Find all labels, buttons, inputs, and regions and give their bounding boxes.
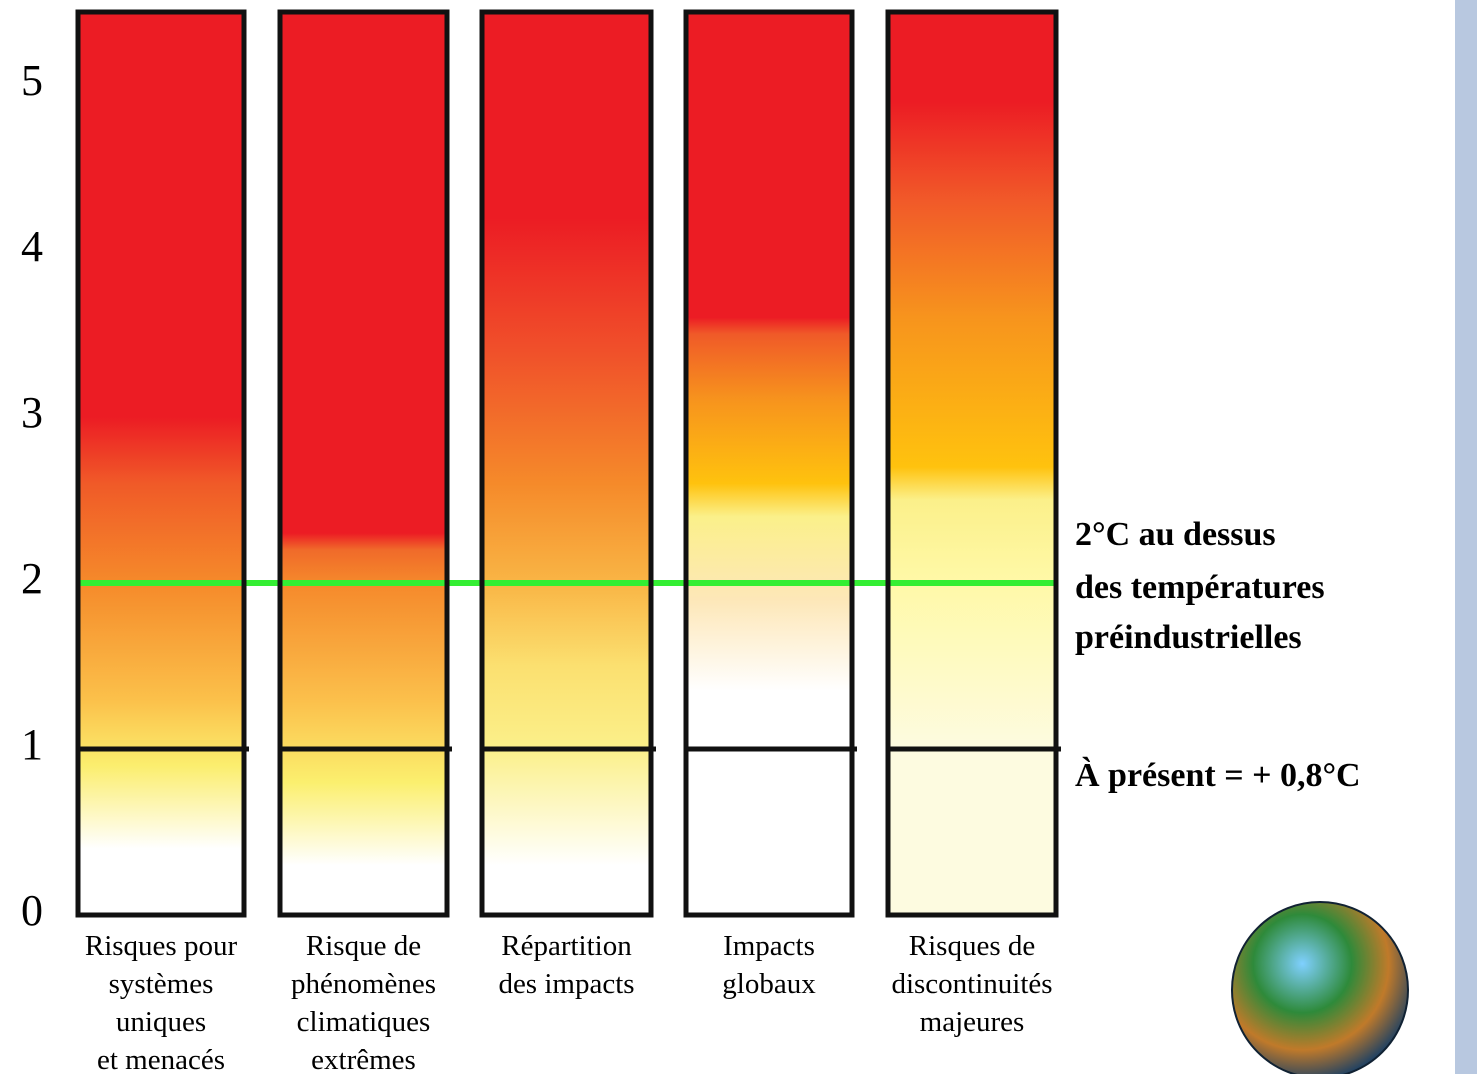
column-border — [277, 9, 450, 918]
x-tick-label-line: globaux — [722, 968, 816, 1000]
y-tick-label: 1 — [21, 720, 43, 769]
x-tick-label: Risques pour systèmes uniques et menacés — [85, 930, 238, 1074]
x-tick-label-line: des impacts — [498, 968, 634, 1000]
x-tick-label: Risques de discontinuités majeures — [891, 930, 1052, 1038]
x-tick-label-line: climatiques — [297, 1006, 431, 1038]
x-tick-label-line: Répartition — [501, 930, 632, 962]
annotation: À présent = + 0,8°C — [1075, 757, 1361, 794]
x-tick-label-line: uniques — [116, 1006, 206, 1038]
column-border — [75, 9, 247, 918]
ember-column — [686, 12, 852, 915]
x-tick-label-line: discontinuités — [891, 968, 1052, 1000]
column-border — [683, 9, 855, 918]
x-tick-label-line: systèmes — [109, 968, 214, 1000]
x-tick-label-line: Impacts — [723, 930, 815, 962]
annotation: des températures — [1075, 569, 1325, 606]
y-tick-label: 3 — [21, 388, 43, 437]
x-tick-label: Impacts globaux — [722, 930, 816, 1000]
x-tick-label-line: Risques de — [909, 930, 1035, 962]
x-tick-label-line: majeures — [920, 1006, 1025, 1038]
column-border — [479, 9, 654, 918]
x-tick-label: Répartition des impacts — [498, 930, 634, 1000]
y-tick-label: 5 — [21, 56, 43, 105]
x-tick-label-line: et menacés — [97, 1044, 225, 1074]
y-tick-label: 2 — [21, 554, 43, 603]
ember-column — [280, 12, 447, 915]
annotation: 2°C au dessus — [1075, 516, 1276, 553]
x-tick-label-line: phénomènes — [291, 968, 436, 1000]
x-tick-label-line: extrêmes — [311, 1044, 416, 1074]
globe-icon — [1231, 901, 1409, 1074]
x-tick-label: Risque de phénomènes climatiques extrêmes — [291, 930, 436, 1074]
ember-column — [888, 12, 1056, 915]
y-tick-label: 4 — [21, 222, 43, 271]
ember-column — [78, 12, 244, 915]
x-tick-label-line: Risque de — [306, 930, 421, 962]
side-strip — [1455, 0, 1477, 1074]
x-tick-label-line: Risques pour — [85, 930, 238, 962]
column-border — [885, 9, 1059, 918]
annotation: préindustrielles — [1075, 619, 1302, 656]
y-tick-label: 0 — [21, 886, 43, 935]
ember-column — [482, 12, 651, 915]
